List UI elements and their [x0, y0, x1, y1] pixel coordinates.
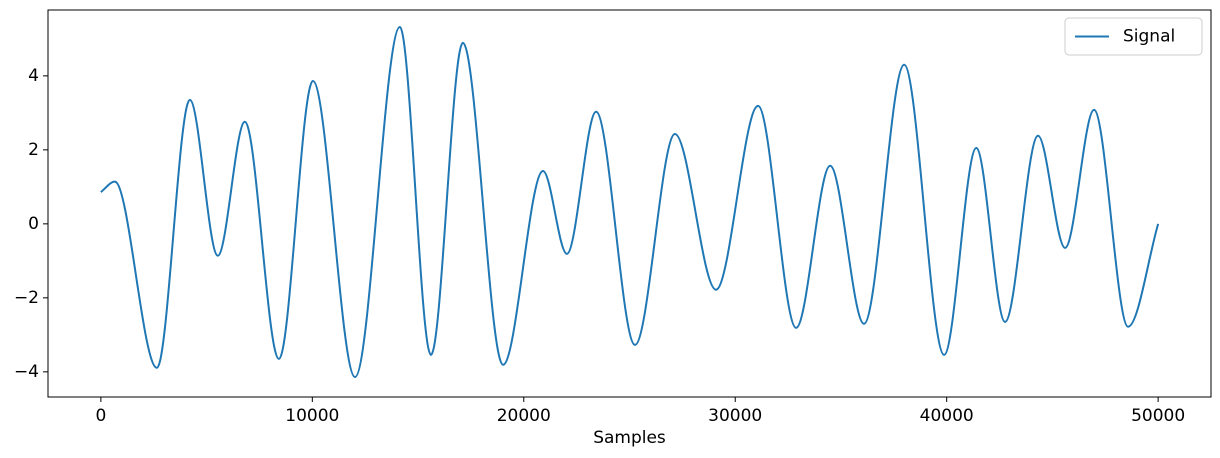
plot-frame	[47, 9, 1212, 398]
x-tick-label: 30000	[708, 406, 762, 426]
x-tick-label: 40000	[920, 406, 974, 426]
x-tick-label: 20000	[497, 406, 551, 426]
x-axis-label: Samples	[593, 428, 666, 448]
signal-line	[100, 26, 1160, 379]
x-tick-label: 50000	[1131, 406, 1185, 426]
legend-label: Signal	[1123, 27, 1175, 47]
y-tick-label: 0	[28, 214, 39, 234]
y-tick-label: −2	[14, 288, 39, 308]
x-tick-label: 0	[95, 406, 106, 426]
y-tick-label: 4	[28, 66, 39, 86]
x-tick-label: 10000	[285, 406, 339, 426]
legend-box	[1064, 17, 1203, 56]
y-tick-label: −4	[14, 362, 39, 382]
y-tick-label: 2	[28, 140, 39, 160]
